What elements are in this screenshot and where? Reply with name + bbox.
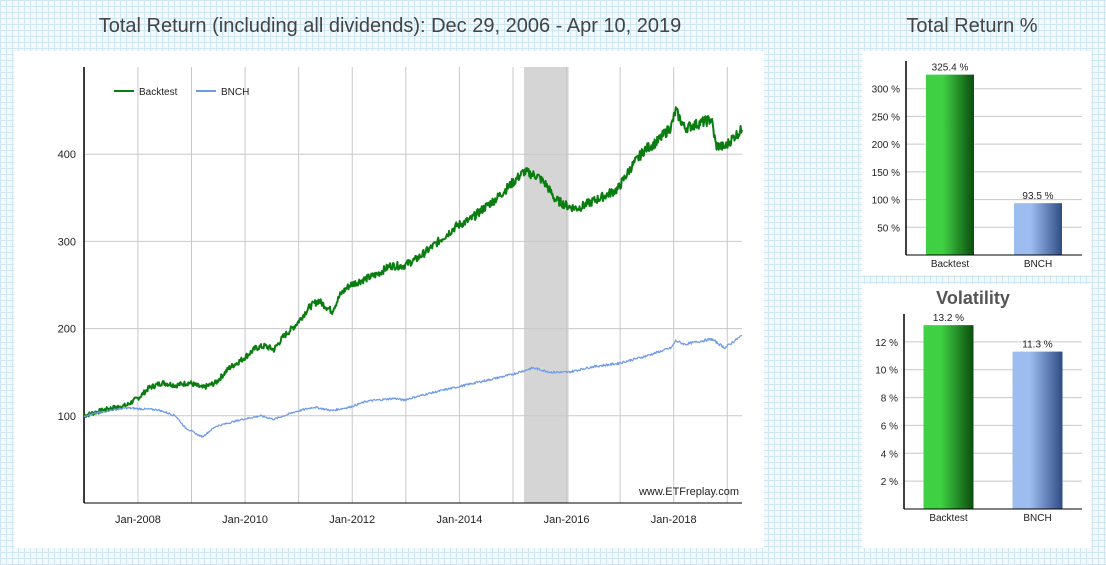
y-tick-label: 12 % (875, 338, 898, 349)
bar-bnch (1012, 351, 1063, 509)
x-tick-label: BNCH (1023, 513, 1051, 524)
bar-bnch (1014, 203, 1062, 255)
main-chart-title: Total Return (including all dividends): … (98, 15, 682, 37)
y-tick-label: 50 % (877, 223, 900, 234)
volatility-bar-chart: Volatility 2 % 4 % 6 % 8 % 10 % 12 % 13.2 % Back… (875, 288, 1082, 524)
total-return-title: Total Return % (906, 15, 1038, 37)
y-tick-label: 100 (58, 411, 76, 423)
x-tick-label: Backtest (929, 513, 968, 524)
watermark: www.ETFreplay.com (638, 486, 739, 498)
bar-backtest (926, 74, 974, 255)
volatility-title: Volatility (936, 288, 1010, 308)
total-return-bar-chart: 50 % 100 % 150 % 200 % 250 % 300 % 325.4 % Back… (872, 61, 1082, 270)
bar-value-label: 93.5 % (1022, 191, 1053, 202)
x-tick-label: Jan-2014 (436, 514, 482, 526)
x-tick-label: Jan-2018 (651, 514, 697, 526)
y-tick-label: 400 (58, 149, 76, 161)
x-tick-label: Jan-2016 (544, 514, 590, 526)
y-tick-label: 10 % (875, 366, 898, 377)
y-tick-label: 200 % (872, 140, 900, 151)
bar-value-label: 325.4 % (932, 63, 969, 74)
x-tick-label: Backtest (931, 259, 970, 270)
y-tick-label: 250 % (872, 112, 900, 123)
x-tick-label: Jan-2010 (222, 514, 268, 526)
series-line-backtest (83, 106, 743, 418)
series-line-bnch (83, 334, 743, 438)
total-return-panel: 50 % 100 % 150 % 200 % 250 % 300 % 325.4 % Back… (862, 51, 1091, 275)
y-tick-label: 300 (58, 236, 76, 248)
volatility-panel: Volatility 2 % 4 % 6 % 8 % 10 % 12 % 13.2 % Back… (862, 284, 1091, 548)
bar-backtest (923, 325, 974, 509)
y-tick-label: 200 (58, 324, 76, 336)
y-tick-label: 100 % (872, 196, 900, 207)
x-tick-label: Jan-2008 (115, 514, 161, 526)
legend-label: Backtest (139, 87, 178, 98)
y-tick-label: 4 % (881, 449, 898, 460)
y-tick-label: 8 % (881, 394, 898, 405)
bar-value-label: 13.2 % (933, 313, 964, 324)
x-tick-label: BNCH (1024, 259, 1052, 270)
y-tick-label: 2 % (881, 477, 898, 488)
y-tick-label: 150 % (872, 168, 900, 179)
legend-label: BNCH (221, 87, 249, 98)
y-tick-label: 6 % (881, 421, 898, 432)
y-tick-label: 300 % (872, 85, 900, 96)
x-tick-label: Jan-2012 (329, 514, 375, 526)
total-return-line-chart: 100 200 300 400 Jan-2008 Jan-2010 Jan-2012 Jan-… (58, 67, 743, 526)
bar-value-label: 11.3 % (1022, 340, 1052, 351)
shaded-region (523, 67, 569, 503)
main-chart-panel: 100 200 300 400 Jan-2008 Jan-2010 Jan-2012 Jan-… (14, 51, 764, 548)
